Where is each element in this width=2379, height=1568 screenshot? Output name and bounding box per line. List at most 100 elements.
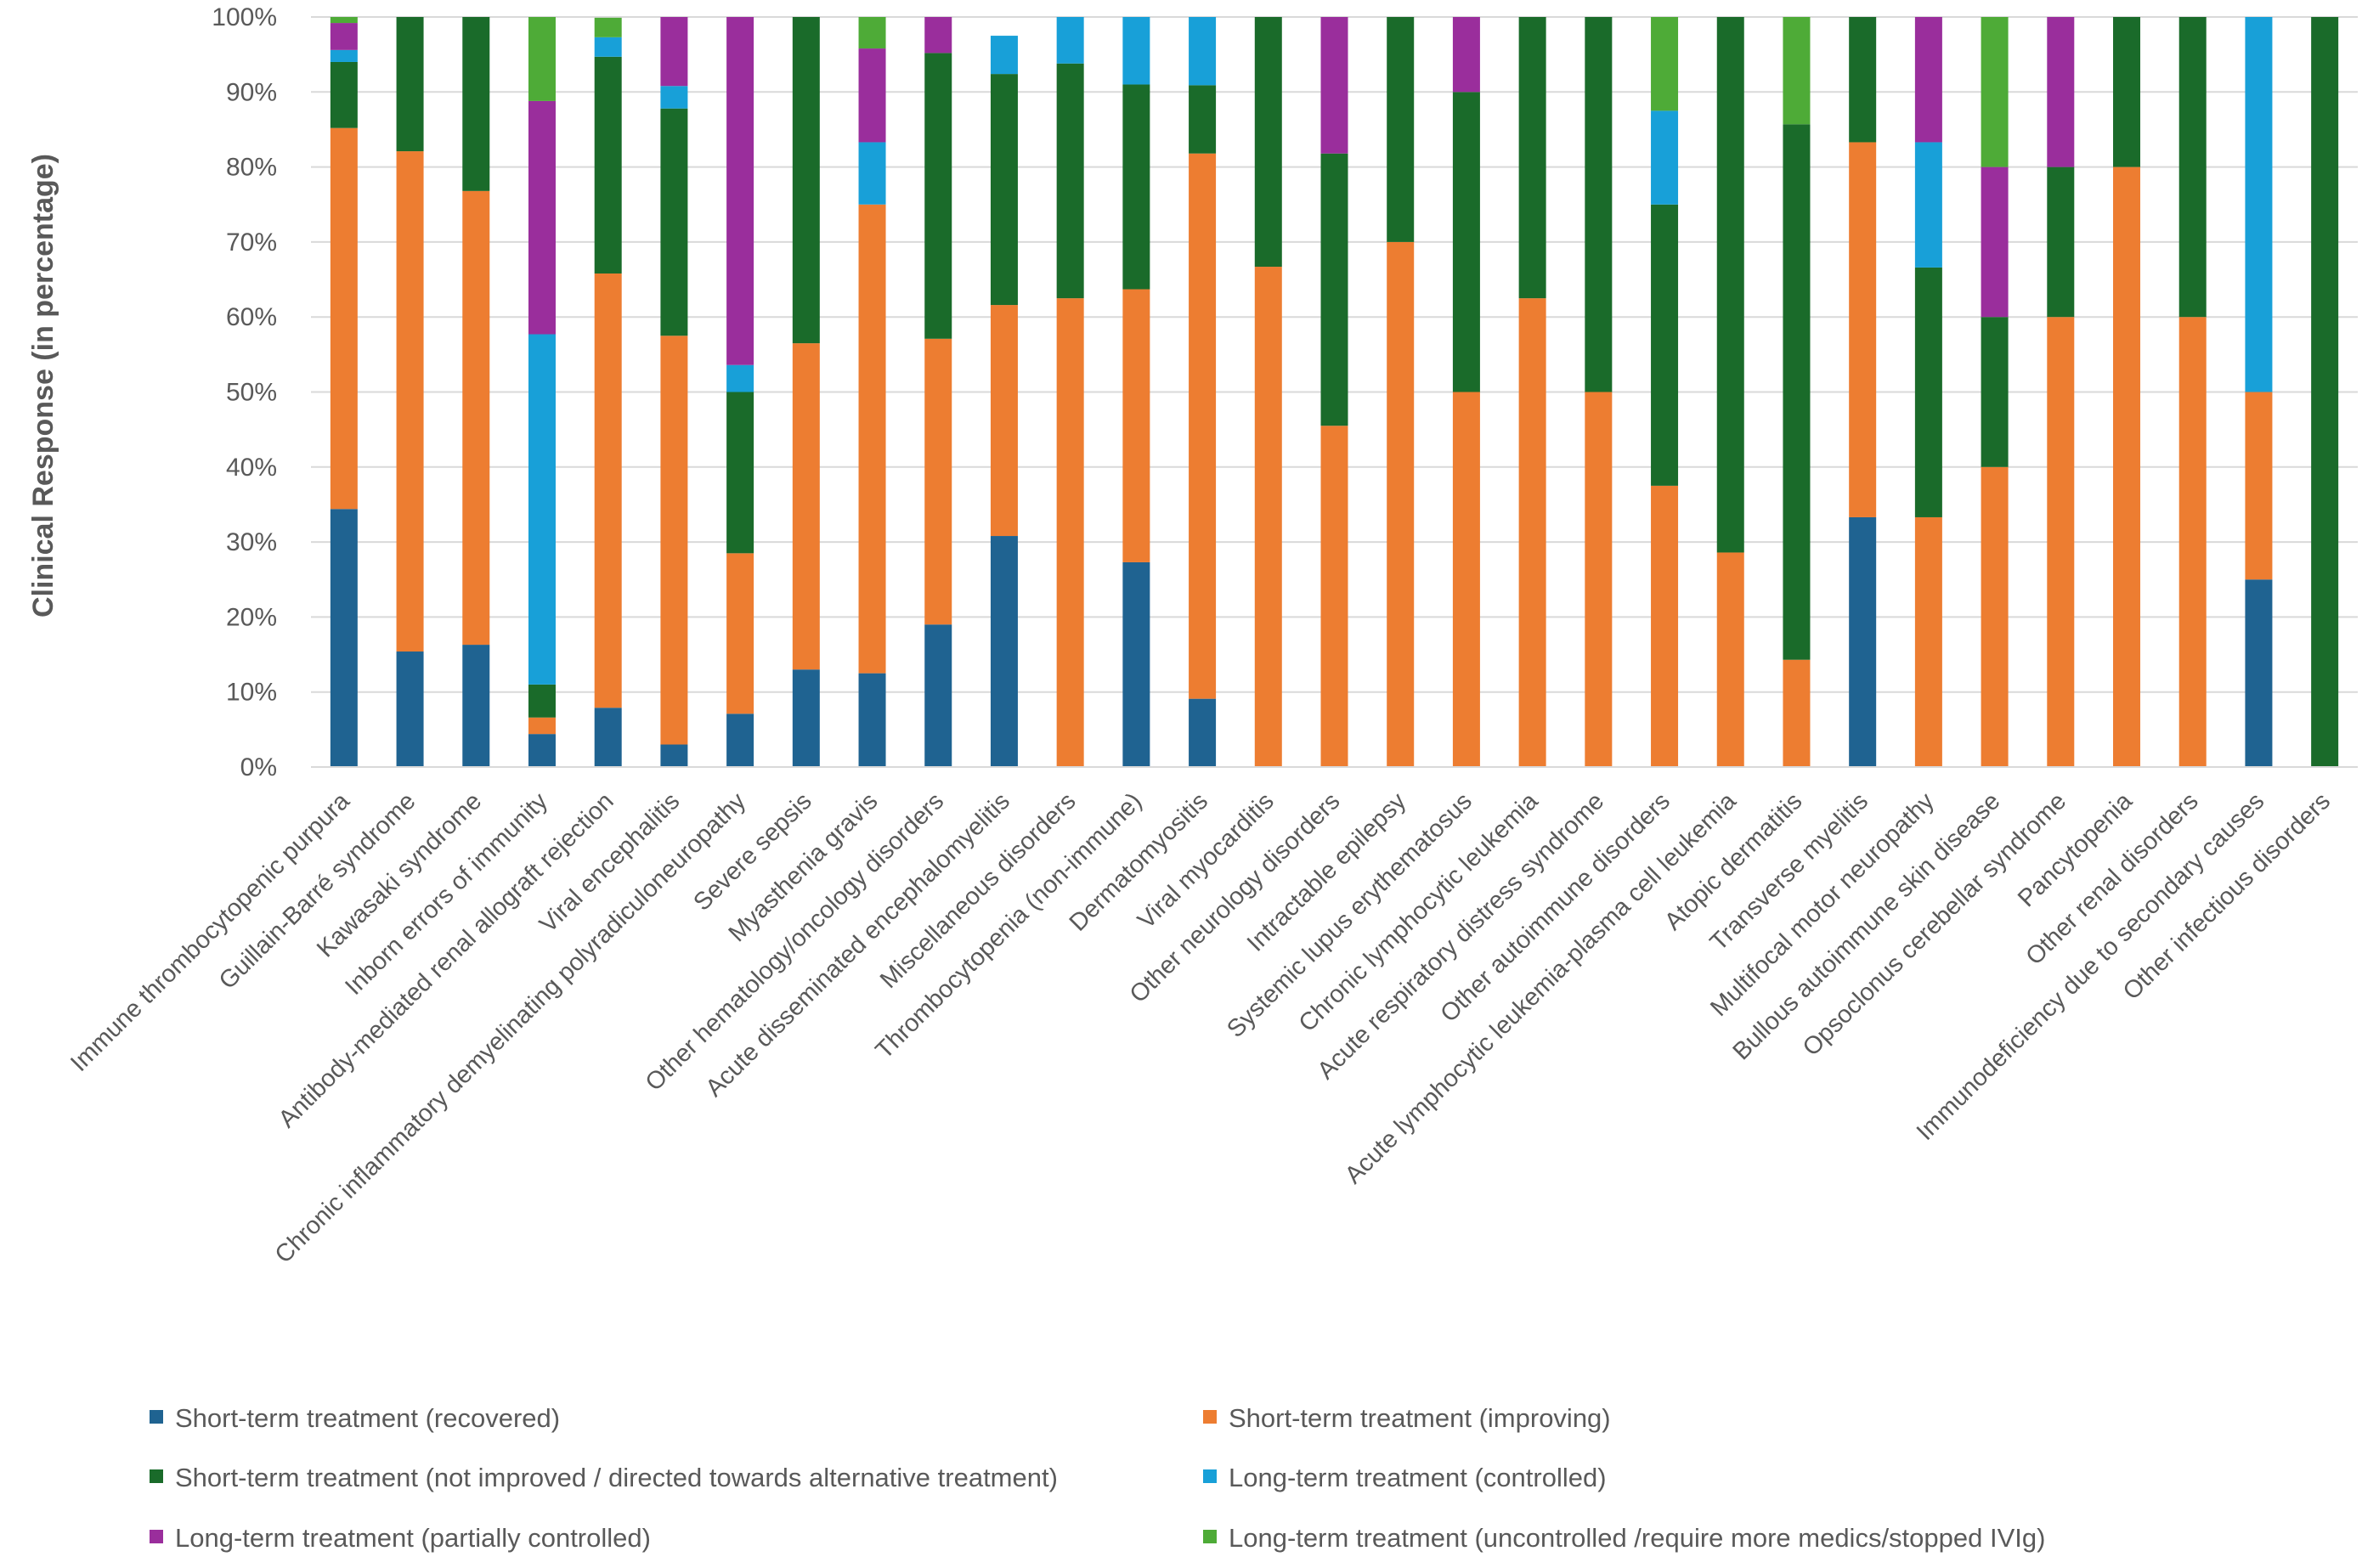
bar-segment-series-4[interactable] (660, 86, 688, 109)
bar-segment-series-1[interactable] (528, 734, 556, 767)
bar-segment-series-1[interactable] (792, 669, 820, 767)
bar-segment-series-4[interactable] (594, 37, 622, 57)
bar-stack[interactable] (1783, 17, 1811, 767)
bar-stack[interactable] (2245, 17, 2273, 767)
bar-segment-series-3[interactable] (1452, 92, 1480, 392)
bar-segment-series-5[interactable] (726, 17, 754, 365)
bar-segment-series-6[interactable] (528, 17, 556, 101)
bar-segment-series-2[interactable] (1387, 241, 1415, 767)
legend[interactable]: Short-term treatment (recovered) Short-te… (150, 1403, 2045, 1553)
bar-segment-series-2[interactable] (1651, 485, 1679, 767)
bar-stack[interactable] (924, 17, 952, 767)
bar-segment-series-4[interactable] (990, 36, 1018, 75)
bar-segment-series-1[interactable] (990, 536, 1018, 767)
bar-segment-series-1[interactable] (660, 744, 688, 767)
bar-stack[interactable] (990, 36, 1018, 767)
bar-segment-series-3[interactable] (726, 392, 754, 554)
bar-segment-series-4[interactable] (726, 364, 754, 392)
bar-segment-series-2[interactable] (1518, 298, 1546, 767)
bar-segment-series-2[interactable] (792, 343, 820, 670)
bar-segment-series-6[interactable] (1651, 17, 1679, 111)
bar-segment-series-2[interactable] (1981, 466, 2009, 767)
bar-segment-series-2[interactable] (462, 190, 490, 646)
bar-segment-series-3[interactable] (1651, 204, 1679, 486)
bar-segment-series-2[interactable] (1320, 426, 1348, 767)
legend-item[interactable]: Short-term treatment (not improved / dir… (150, 1463, 1058, 1492)
bar-segment-series-3[interactable] (2311, 17, 2339, 767)
bar-segment-series-1[interactable] (726, 713, 754, 767)
bar-segment-series-3[interactable] (1320, 153, 1348, 426)
bar-stack[interactable] (660, 17, 688, 767)
bar-segment-series-4[interactable] (1651, 110, 1679, 205)
legend-item[interactable]: Long-term treatment (controlled) (1203, 1463, 1607, 1492)
bar-segment-series-1[interactable] (924, 624, 952, 767)
bar-segment-series-5[interactable] (2047, 17, 2075, 167)
bar-segment-series-5[interactable] (1914, 17, 1942, 143)
bar-stack[interactable] (1387, 17, 1415, 767)
bar-stack[interactable] (594, 17, 622, 767)
bar-stack[interactable] (1849, 17, 1877, 767)
bar-segment-series-3[interactable] (330, 61, 358, 128)
bar-segment-series-2[interactable] (2047, 317, 2075, 767)
bar-stack[interactable] (1320, 17, 1348, 767)
bar-segment-series-4[interactable] (330, 49, 358, 62)
bar-segment-series-5[interactable] (1320, 17, 1348, 154)
bar-segment-series-1[interactable] (594, 708, 622, 767)
legend-item[interactable]: Short-term treatment (recovered) (150, 1403, 560, 1433)
bar-segment-series-2[interactable] (1452, 392, 1480, 768)
bar-segment-series-5[interactable] (924, 17, 952, 54)
bar-segment-series-2[interactable] (1716, 552, 1744, 767)
bar-stack[interactable] (462, 17, 490, 767)
bar-segment-series-2[interactable] (1783, 659, 1811, 767)
bar-segment-series-5[interactable] (660, 17, 688, 87)
bar-segment-series-3[interactable] (1981, 317, 2009, 467)
bar-stack[interactable] (1914, 17, 1942, 767)
bar-segment-series-4[interactable] (1056, 17, 1084, 64)
bar-stack[interactable] (1716, 17, 1744, 767)
bar-segment-series-6[interactable] (594, 17, 622, 37)
bar-segment-series-1[interactable] (1189, 698, 1217, 767)
bar-segment-series-4[interactable] (858, 142, 886, 205)
bar-segment-series-3[interactable] (1518, 17, 1546, 299)
bar-segment-series-1[interactable] (858, 673, 886, 767)
bar-segment-series-5[interactable] (330, 23, 358, 50)
bar-stack[interactable] (2113, 17, 2141, 768)
bar-segment-series-3[interactable] (924, 53, 952, 339)
bar-segment-series-3[interactable] (1585, 17, 1613, 392)
bar-segment-series-3[interactable] (1189, 85, 1217, 154)
bar-stack[interactable] (1518, 17, 1546, 767)
bar-segment-series-3[interactable] (792, 17, 820, 344)
bar-segment-series-5[interactable] (1452, 17, 1480, 93)
bar-segment-series-1[interactable] (330, 509, 358, 767)
bar-stack[interactable] (1056, 17, 1084, 767)
bar-stack[interactable] (726, 17, 754, 767)
bar-segment-series-6[interactable] (1981, 17, 2009, 167)
bar-stack[interactable] (396, 17, 424, 767)
bar-segment-series-3[interactable] (1716, 17, 1744, 553)
bar-segment-series-3[interactable] (2178, 17, 2207, 318)
bar-segment-series-4[interactable] (528, 334, 556, 685)
bar-segment-series-5[interactable] (1981, 166, 2009, 318)
bar-segment-series-1[interactable] (1122, 561, 1150, 767)
bar-segment-series-4[interactable] (1914, 142, 1942, 268)
bar-segment-series-2[interactable] (396, 151, 424, 652)
bar-stack[interactable] (1452, 17, 1480, 768)
bar-segment-series-3[interactable] (1849, 17, 1877, 143)
bar-segment-series-3[interactable] (990, 74, 1018, 306)
bar-stack[interactable] (1189, 17, 1217, 767)
bar-segment-series-2[interactable] (1914, 516, 1942, 767)
bar-segment-series-4[interactable] (2245, 17, 2273, 392)
legend-item[interactable]: Long-term treatment (uncontrolled /requi… (1203, 1523, 2045, 1553)
bar-segment-series-6[interactable] (1783, 17, 1811, 125)
bar-segment-series-2[interactable] (924, 338, 952, 625)
bar-segment-series-2[interactable] (528, 717, 556, 735)
bar-segment-series-2[interactable] (858, 204, 886, 674)
bar-segment-series-2[interactable] (1254, 267, 1282, 767)
bar-segment-series-2[interactable] (330, 127, 358, 510)
bar-segment-series-3[interactable] (1783, 124, 1811, 660)
bar-segment-series-6[interactable] (330, 17, 358, 24)
bar-segment-series-3[interactable] (2113, 17, 2141, 167)
bar-segment-series-2[interactable] (1189, 153, 1217, 699)
bar-segment-series-2[interactable] (1056, 298, 1084, 767)
bar-stack[interactable] (792, 17, 820, 767)
